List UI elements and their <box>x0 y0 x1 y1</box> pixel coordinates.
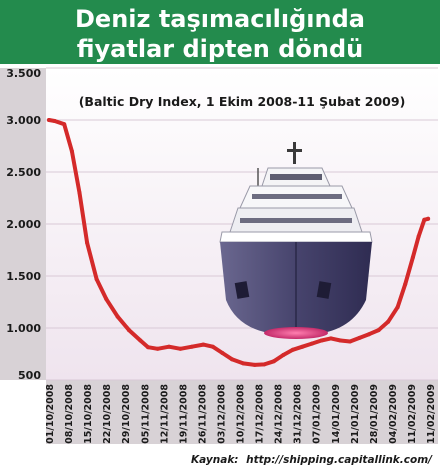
chart-title-line-2: fiyatlar dipten döndü <box>77 35 364 63</box>
series-point <box>416 234 421 239</box>
cargo-ship-illustration <box>219 142 373 339</box>
x-tick-label: 05/11/2008 <box>140 384 151 444</box>
series-point <box>309 341 314 346</box>
x-tick-label: 24/12/2008 <box>274 384 285 444</box>
source-url: http://shipping.capitallink.com/ <box>246 454 433 466</box>
ship-lower-windows <box>240 218 352 223</box>
y-tick-label: 1.500 <box>6 270 41 283</box>
series-point <box>189 344 194 349</box>
x-tick-label: 28/01/2009 <box>369 384 380 444</box>
series-point <box>403 282 408 287</box>
series-point <box>271 359 276 364</box>
series-point <box>367 332 371 337</box>
series-point <box>69 149 74 154</box>
x-tick-label: 10/12/2008 <box>236 384 247 444</box>
series-point <box>395 305 400 310</box>
series-point <box>47 118 51 122</box>
series-point <box>85 240 90 245</box>
ship-anchor-right <box>316 281 332 299</box>
y-axis-panel <box>0 68 46 380</box>
series-point <box>376 328 381 333</box>
series-point <box>348 339 352 344</box>
series-point <box>229 357 234 362</box>
y-tick-label: 1.000 <box>6 322 41 335</box>
chart-title-line-1: Deniz taşımacılığında <box>75 5 365 33</box>
series-point <box>210 344 215 349</box>
series-point <box>115 314 120 319</box>
series-point <box>52 119 57 123</box>
x-tick-label: 03/12/2008 <box>216 384 227 444</box>
ship-mast-cross <box>287 149 302 152</box>
series-point <box>138 338 143 343</box>
ship-upper-windows <box>252 194 342 199</box>
y-tick-labels: 500 1.000 1.500 2.000 2.500 3.000 3.500 <box>6 67 41 382</box>
series-point <box>62 122 67 127</box>
series-point <box>104 296 109 301</box>
series-point <box>127 328 131 333</box>
x-tick-label: 14/01/2009 <box>331 384 342 444</box>
x-tick-label: 19/11/2008 <box>178 384 189 444</box>
source-line: Kaynak: http://shipping.capitallink.com/ <box>191 454 433 466</box>
series-point <box>290 347 295 352</box>
y-tick-label: 3.000 <box>6 114 41 127</box>
x-tick-label: 31/12/2008 <box>293 384 304 444</box>
ship-anchor-left <box>234 281 250 299</box>
y-tick-label: 500 <box>18 369 41 382</box>
series-point <box>178 346 183 351</box>
series-point <box>155 346 160 351</box>
x-tick-label: 22/10/2008 <box>102 384 113 444</box>
series-point <box>328 336 333 341</box>
series-point <box>77 190 82 195</box>
y-tick-label: 2.000 <box>6 218 41 231</box>
series-point <box>201 342 206 347</box>
x-tick-label: 12/11/2008 <box>159 384 170 444</box>
series-point <box>386 319 391 324</box>
x-tick-label: 21/01/2009 <box>350 384 361 444</box>
x-tick-label: 01/10/2008 <box>45 384 56 444</box>
series-point <box>262 362 267 367</box>
chart-subtitle: (Baltic Dry Index, 1 Ekim 2008-11 Şubat … <box>79 94 406 109</box>
series-line <box>47 118 431 367</box>
ship-mast <box>293 142 296 164</box>
y-tick-label: 2.500 <box>6 166 41 179</box>
ship-bridge-windows <box>270 174 322 180</box>
x-tick-label: 04/02/2009 <box>388 384 399 444</box>
series-point <box>220 351 225 355</box>
series-point <box>422 217 427 222</box>
series-points <box>47 118 431 367</box>
series-point <box>241 361 246 366</box>
source-label: Kaynak: <box>191 454 239 466</box>
x-tick-label: 08/10/2008 <box>64 384 75 444</box>
ship-deck <box>219 231 373 243</box>
x-tick-label: 17/12/2008 <box>255 384 266 444</box>
series-point <box>319 338 324 343</box>
series-point <box>252 362 257 367</box>
series-point <box>357 335 362 340</box>
x-tick-labels: 01/10/2008 08/10/2008 15/10/2008 22/10/2008… <box>45 384 437 444</box>
series-point <box>410 255 415 260</box>
title-band <box>0 0 440 64</box>
x-tick-label: 26/11/2008 <box>197 384 208 444</box>
x-tick-label: 29/10/2008 <box>121 384 132 444</box>
x-tick-label: 15/10/2008 <box>83 384 94 444</box>
x-tick-label: 11/02/2009 <box>407 384 418 444</box>
series-point <box>94 277 99 282</box>
series-point <box>146 345 151 350</box>
series-point <box>426 216 431 221</box>
series-point <box>338 338 343 343</box>
y-tick-label: 3.500 <box>6 67 41 80</box>
x-tick-label: 11/02/2009 <box>426 384 437 444</box>
x-tick-label: 07/01/2009 <box>312 384 323 444</box>
series-point <box>281 353 286 357</box>
ship-bow-glow <box>264 327 328 339</box>
x-axis-panel <box>46 380 438 444</box>
series-point <box>300 344 305 349</box>
series-point <box>167 344 171 349</box>
